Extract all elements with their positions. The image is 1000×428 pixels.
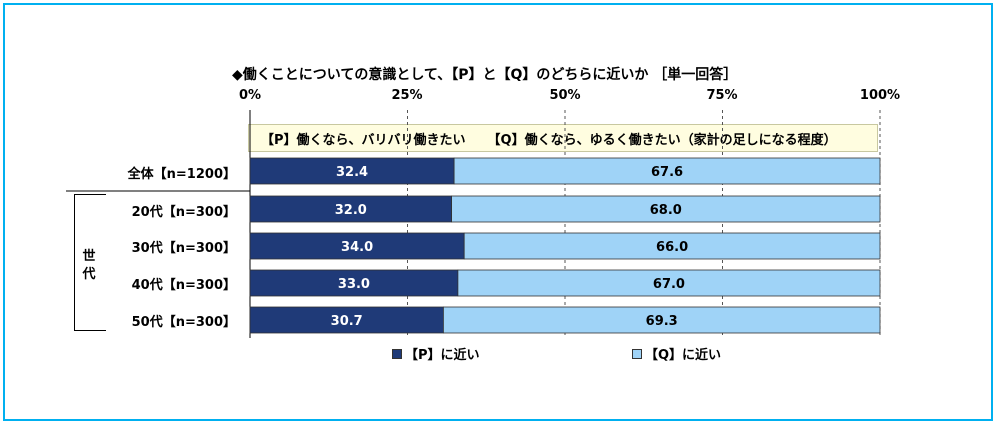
legend-swatch-q xyxy=(632,348,642,359)
category-label: 50代【n=300】 xyxy=(131,315,236,330)
bar-segment-p xyxy=(249,306,444,334)
bar-segment-q xyxy=(457,269,881,297)
chart-frame xyxy=(3,3,993,421)
data-label: 32.4 xyxy=(336,165,368,180)
generation-group-bracket xyxy=(74,194,106,331)
legend-item-q: 【Q】に近い xyxy=(632,344,721,363)
generation-group-label: 世代 xyxy=(82,249,96,282)
category-label: 30代【n=300】 xyxy=(131,241,236,256)
data-label: 67.0 xyxy=(653,277,685,292)
bar-segment-q xyxy=(453,157,881,185)
category-label: 全体【n=1200】 xyxy=(127,167,236,182)
data-label: 30.7 xyxy=(331,314,363,329)
option-q-label: 【Q】働くなら、ゆるく働きたい（家計の足しになる程度） xyxy=(487,132,837,148)
legend-label-p: 【P】に近い xyxy=(405,348,480,363)
x-tick-label: 0% xyxy=(238,88,262,103)
bar-segment-q xyxy=(463,232,881,260)
data-label: 66.0 xyxy=(656,240,688,255)
data-label: 68.0 xyxy=(650,203,682,218)
data-label: 34.0 xyxy=(341,240,373,255)
legend-label-q: 【Q】に近い xyxy=(645,348,722,363)
data-label: 32.0 xyxy=(335,203,367,218)
chart-title: ◆働くことについての意識として、【P】と【Q】のどちらに近いか ［単一回答］ xyxy=(232,67,738,83)
data-label: 67.6 xyxy=(651,165,683,180)
x-tick-label: 50% xyxy=(549,88,581,103)
option-legend-box: 【P】働くなら、バリバリ働きたい 【Q】働くなら、ゆるく働きたい（家計の足しにな… xyxy=(248,124,878,152)
x-tick-label: 75% xyxy=(706,88,738,103)
data-label: 33.0 xyxy=(338,277,370,292)
data-label: 69.3 xyxy=(646,314,678,329)
x-tick-label: 100% xyxy=(859,88,901,103)
category-label: 20代【n=300】 xyxy=(131,205,236,220)
legend-item-p: 【P】に近い xyxy=(392,344,480,363)
bar-segment-q xyxy=(443,306,881,334)
x-tick-label: 25% xyxy=(391,88,423,103)
option-p-label: 【P】働くなら、バリバリ働きたい xyxy=(261,132,466,148)
category-label: 40代【n=300】 xyxy=(131,278,236,293)
legend-swatch-p xyxy=(392,348,402,359)
bar-segment-q xyxy=(451,195,881,223)
